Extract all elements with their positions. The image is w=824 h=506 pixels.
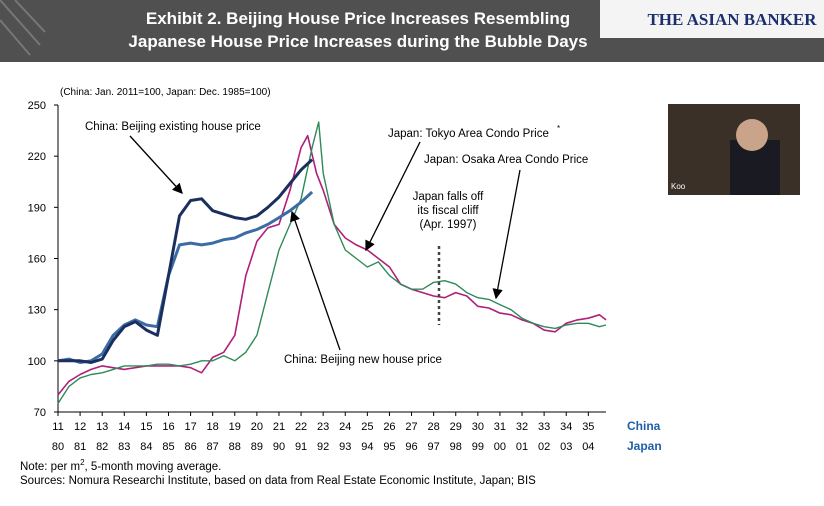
x-tick-label: 20 [251, 421, 263, 433]
x-tick-label: 31 [494, 421, 506, 433]
sources: Sources: Nomura Researchi Institute, bas… [20, 475, 536, 487]
arrow [365, 141, 421, 252]
x2-axis-label: Japan [627, 439, 662, 453]
x2-tick-label: 94 [361, 441, 373, 453]
x2-tick-label: 84 [140, 441, 152, 453]
arrow [290, 210, 341, 351]
x2-tick-label: 81 [74, 441, 86, 453]
x2-tick-label: 87 [207, 441, 219, 453]
x-tick-label: 22 [295, 421, 307, 433]
x-tick-label: 26 [383, 421, 395, 433]
series-line [58, 158, 314, 364]
note: Note: per m2, 5-month moving average. [20, 458, 221, 473]
x-tick-label: 14 [118, 421, 130, 433]
x2-tick-label: 89 [251, 441, 263, 453]
arrow [492, 169, 521, 300]
series-line [57, 190, 314, 364]
x2-tick-label: 03 [560, 441, 572, 453]
x-tick-label: 19 [229, 421, 241, 433]
y-tick-label: 190 [28, 202, 46, 214]
series-line [57, 134, 607, 396]
video-label: Koo [671, 182, 686, 191]
y-tick-label: 70 [34, 407, 46, 419]
x-axis-label: China [627, 419, 661, 433]
y-tick-label: 160 [28, 254, 46, 266]
x-tick-label: 12 [74, 421, 86, 433]
logo-box [600, 0, 824, 38]
x-tick-label: 21 [273, 421, 285, 433]
x-tick-label: 32 [516, 421, 528, 433]
x2-tick-label: 04 [582, 441, 594, 453]
x-tick-label: 23 [317, 421, 329, 433]
x-tick-label: 34 [560, 421, 572, 433]
x-tick-label: 11 [52, 421, 63, 433]
x-tick-label: 27 [405, 421, 417, 433]
x2-tick-label: 97 [428, 441, 440, 453]
y-tick-label: 100 [28, 356, 46, 368]
video-face [736, 119, 768, 151]
chart-subtitle: (China: Jan. 2011=100, Japan: Dec. 1985=… [60, 87, 271, 98]
annotation: China: Beijing new house price [284, 354, 442, 366]
title-line: Japanese House Price Increases during th… [128, 32, 587, 51]
y-tick-label: 130 [28, 305, 46, 317]
x2-tick-label: 86 [184, 441, 196, 453]
x2-tick-label: 01 [516, 441, 528, 453]
x2-tick-label: 80 [52, 441, 64, 453]
x2-tick-label: 00 [494, 441, 506, 453]
annotation: Japan: Tokyo Area Condo Price [388, 128, 549, 140]
x2-tick-label: 90 [273, 441, 285, 453]
x2-tick-label: 82 [96, 441, 108, 453]
x2-tick-label: 99 [472, 441, 484, 453]
x2-tick-label: 96 [405, 441, 417, 453]
y-tick-label: 220 [28, 151, 46, 163]
x-tick-label: 24 [339, 421, 351, 433]
x2-tick-label: 98 [450, 441, 462, 453]
x2-tick-label: 85 [162, 441, 174, 453]
x2-tick-label: 83 [118, 441, 130, 453]
x-tick-label: 30 [472, 421, 484, 433]
x2-tick-label: 93 [339, 441, 351, 453]
x2-tick-label: 88 [229, 441, 241, 453]
annotation: China: Beijing existing house price [85, 121, 261, 133]
series-line [57, 121, 607, 404]
x-tick-label: 13 [96, 421, 108, 433]
x-tick-label: 29 [450, 421, 462, 433]
annotation: * [557, 124, 560, 133]
x-tick-label: 33 [538, 421, 550, 433]
x-tick-label: 18 [207, 421, 219, 433]
x-tick-label: 28 [428, 421, 440, 433]
arrow [129, 135, 183, 194]
logo: THE ASIAN BANKER [647, 10, 817, 29]
annotation: Japan falls off [413, 191, 485, 203]
x2-tick-label: 92 [317, 441, 329, 453]
x2-tick-label: 02 [538, 441, 550, 453]
annotation: Japan: Osaka Area Condo Price [424, 154, 588, 166]
x2-tick-label: 91 [295, 441, 307, 453]
x2-tick-label: 95 [383, 441, 395, 453]
banner-decor [0, 0, 46, 56]
annotation: (Apr. 1997) [420, 219, 477, 231]
x-tick-label: 25 [361, 421, 373, 433]
annotation: its fiscal cliff [417, 205, 479, 217]
plot: 70 100 130 160 190 220 250 11 12 13 14 15 16 17 18 19 20… [28, 100, 662, 453]
y-tick-label: 250 [28, 100, 46, 112]
title-line: Exhibit 2. Beijing House Price Increases… [146, 9, 570, 28]
x-tick-label: 16 [162, 421, 174, 433]
x-tick-label: 15 [140, 421, 152, 433]
x-tick-label: 17 [184, 421, 196, 433]
x-tick-label: 35 [582, 421, 594, 433]
